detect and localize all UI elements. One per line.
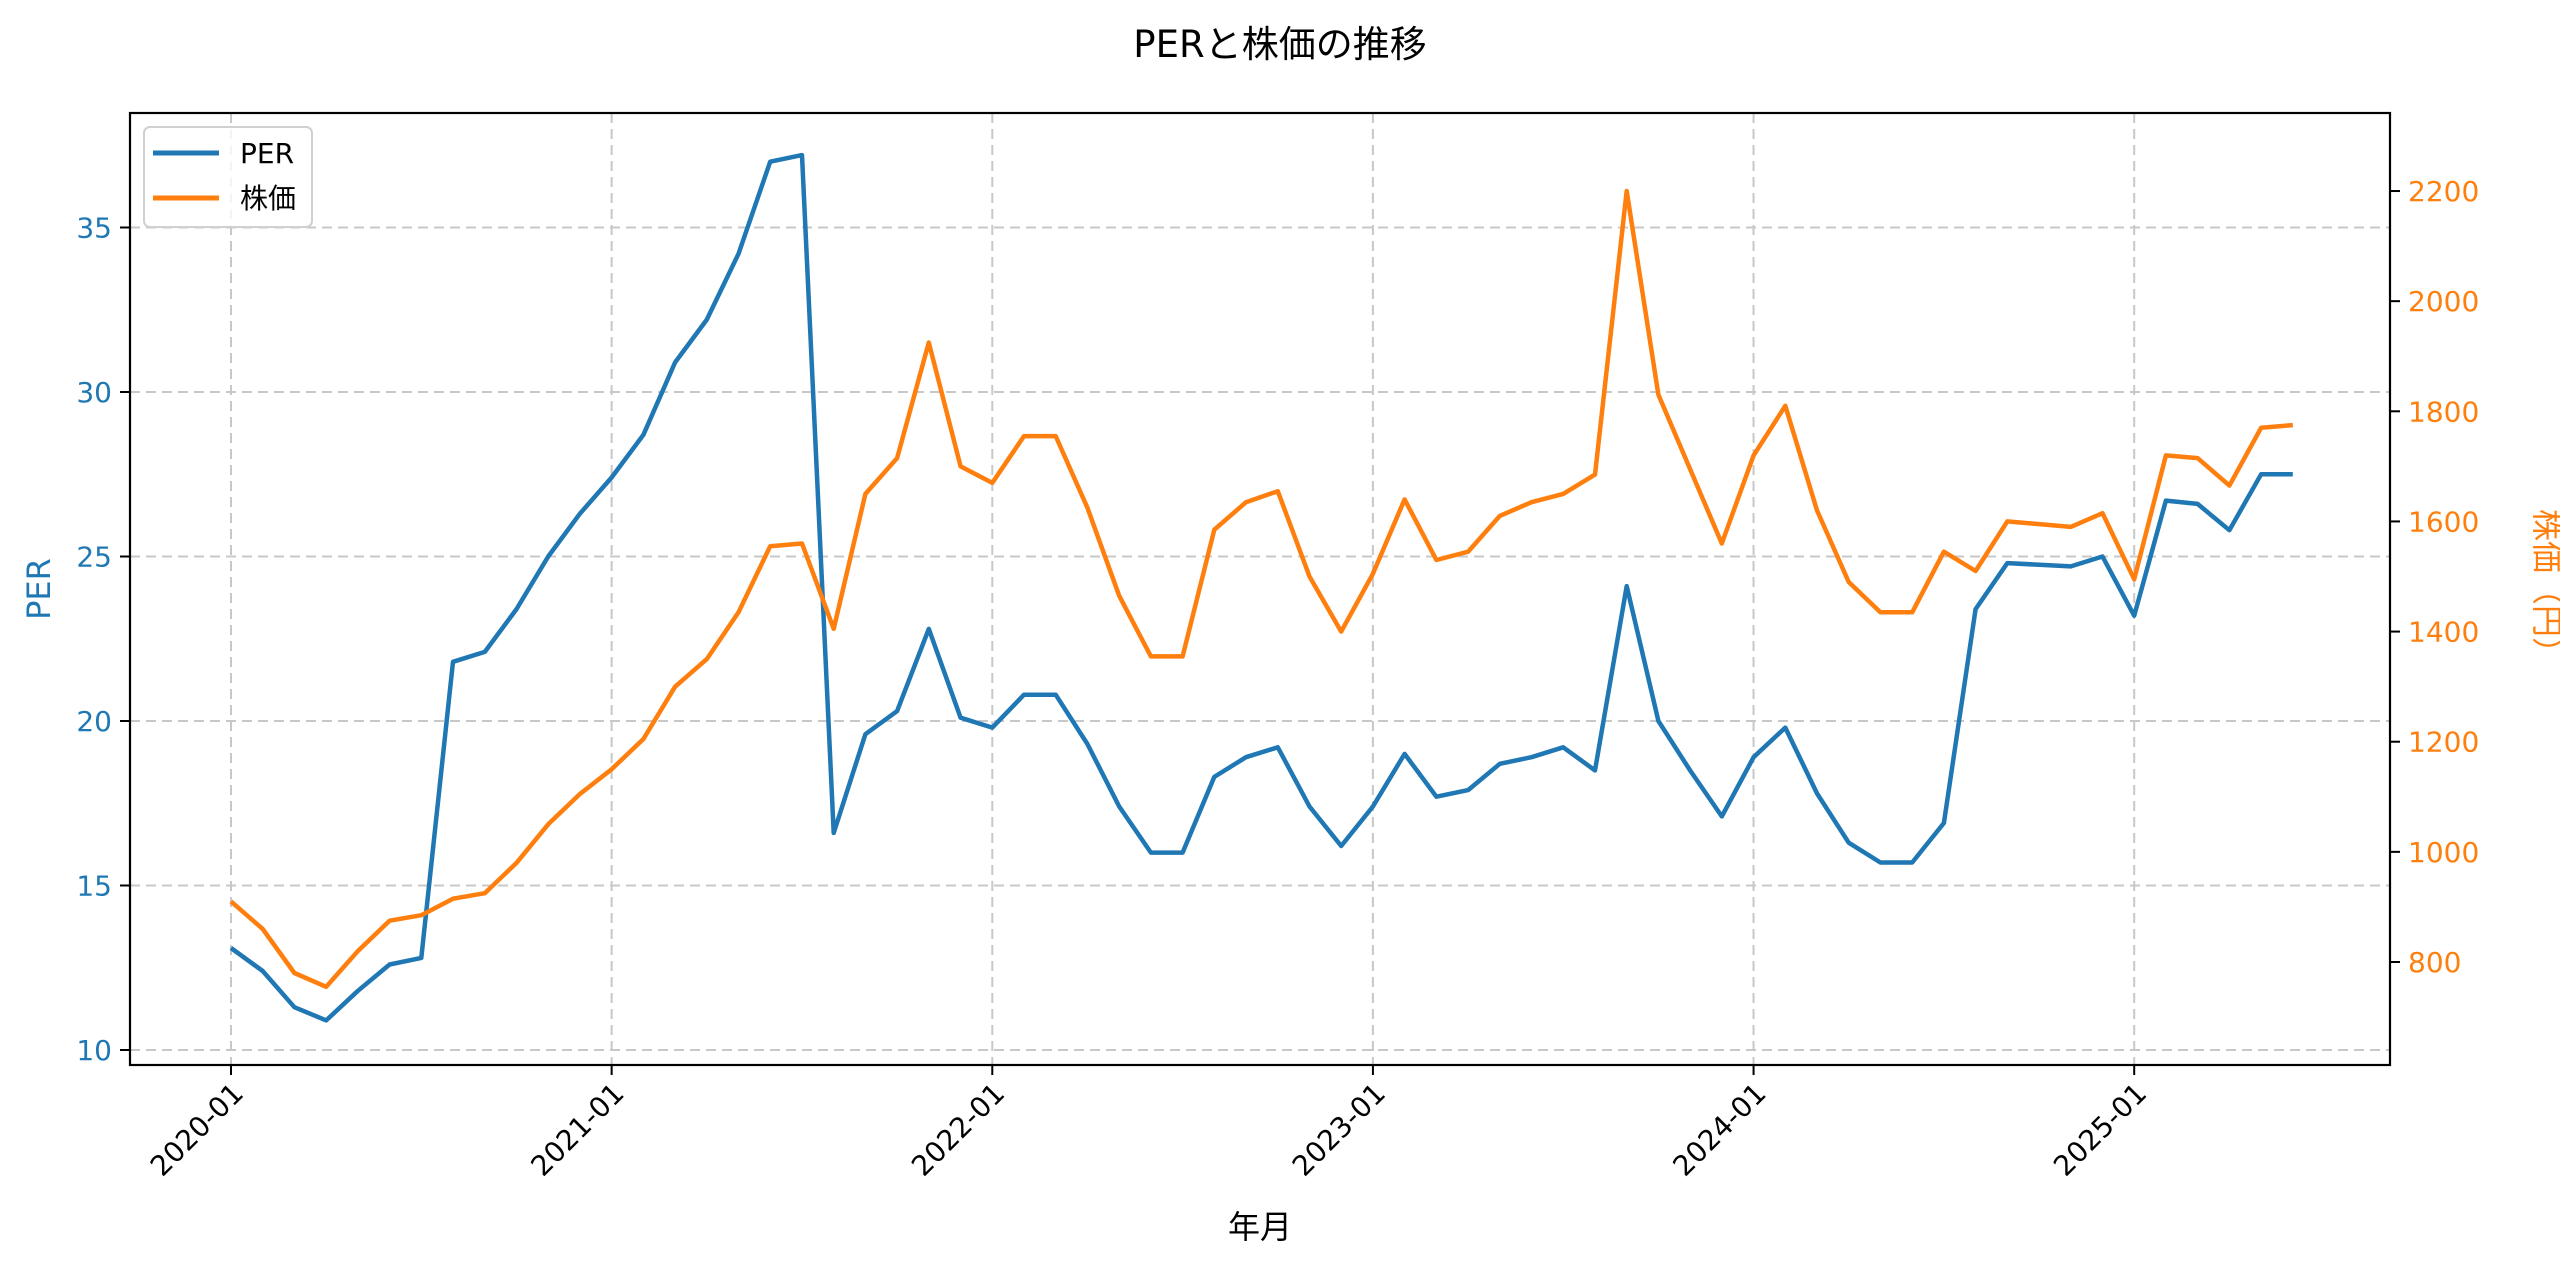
right-tick-label: 1600 [2408,505,2479,538]
x-tick-label: 2022-01 [905,1077,1011,1183]
left-tick-label: 20 [76,705,112,738]
plot-frame [128,111,2392,1067]
right-tick-label: 2000 [2408,285,2479,318]
x-tick-label: 2024-01 [1666,1077,1772,1183]
x-axis-label: 年月 [1228,1208,1292,1246]
left-tick-label: 35 [76,212,112,245]
left-tick-label: 25 [76,541,112,574]
x-tick-label: 2025-01 [2047,1077,2153,1183]
per-line [229,152,2293,1023]
legend-per-label: PER [240,137,294,170]
x-axis: 2020-01 2021-01 2022-01 2023-01 2024-01 2025-… [144,1065,2153,1183]
price-line [229,188,2293,990]
chart-title: PERと株価の推移 [1133,23,1427,66]
legend: PER 株価 [143,126,313,228]
right-tick-label: 1000 [2408,836,2479,869]
left-tick-label: 10 [76,1034,112,1067]
grid-lines [130,113,2390,1065]
y-axis-label-left: PER [20,558,58,620]
right-tick-label: 1200 [2408,726,2479,759]
x-tick-label: 2021-01 [525,1077,631,1183]
right-tick-label: 1400 [2408,616,2479,649]
right-y-axis: 800 1000 1200 1400 1600 1800 2000 2200 [2390,175,2479,979]
x-tick-label: 2023-01 [1286,1077,1392,1183]
right-tick-label: 2200 [2408,175,2479,208]
x-tick-label: 2020-01 [144,1077,250,1183]
left-tick-label: 15 [76,870,112,903]
right-tick-label: 800 [2408,946,2461,979]
right-tick-label: 1800 [2408,395,2479,428]
series-lines [229,152,2293,1023]
left-tick-label: 30 [76,376,112,409]
legend-price-label: 株価 [240,182,296,215]
left-y-axis: 10 15 20 25 30 35 [76,212,130,1067]
y-axis-label-right: 株価（円） [2528,509,2560,669]
